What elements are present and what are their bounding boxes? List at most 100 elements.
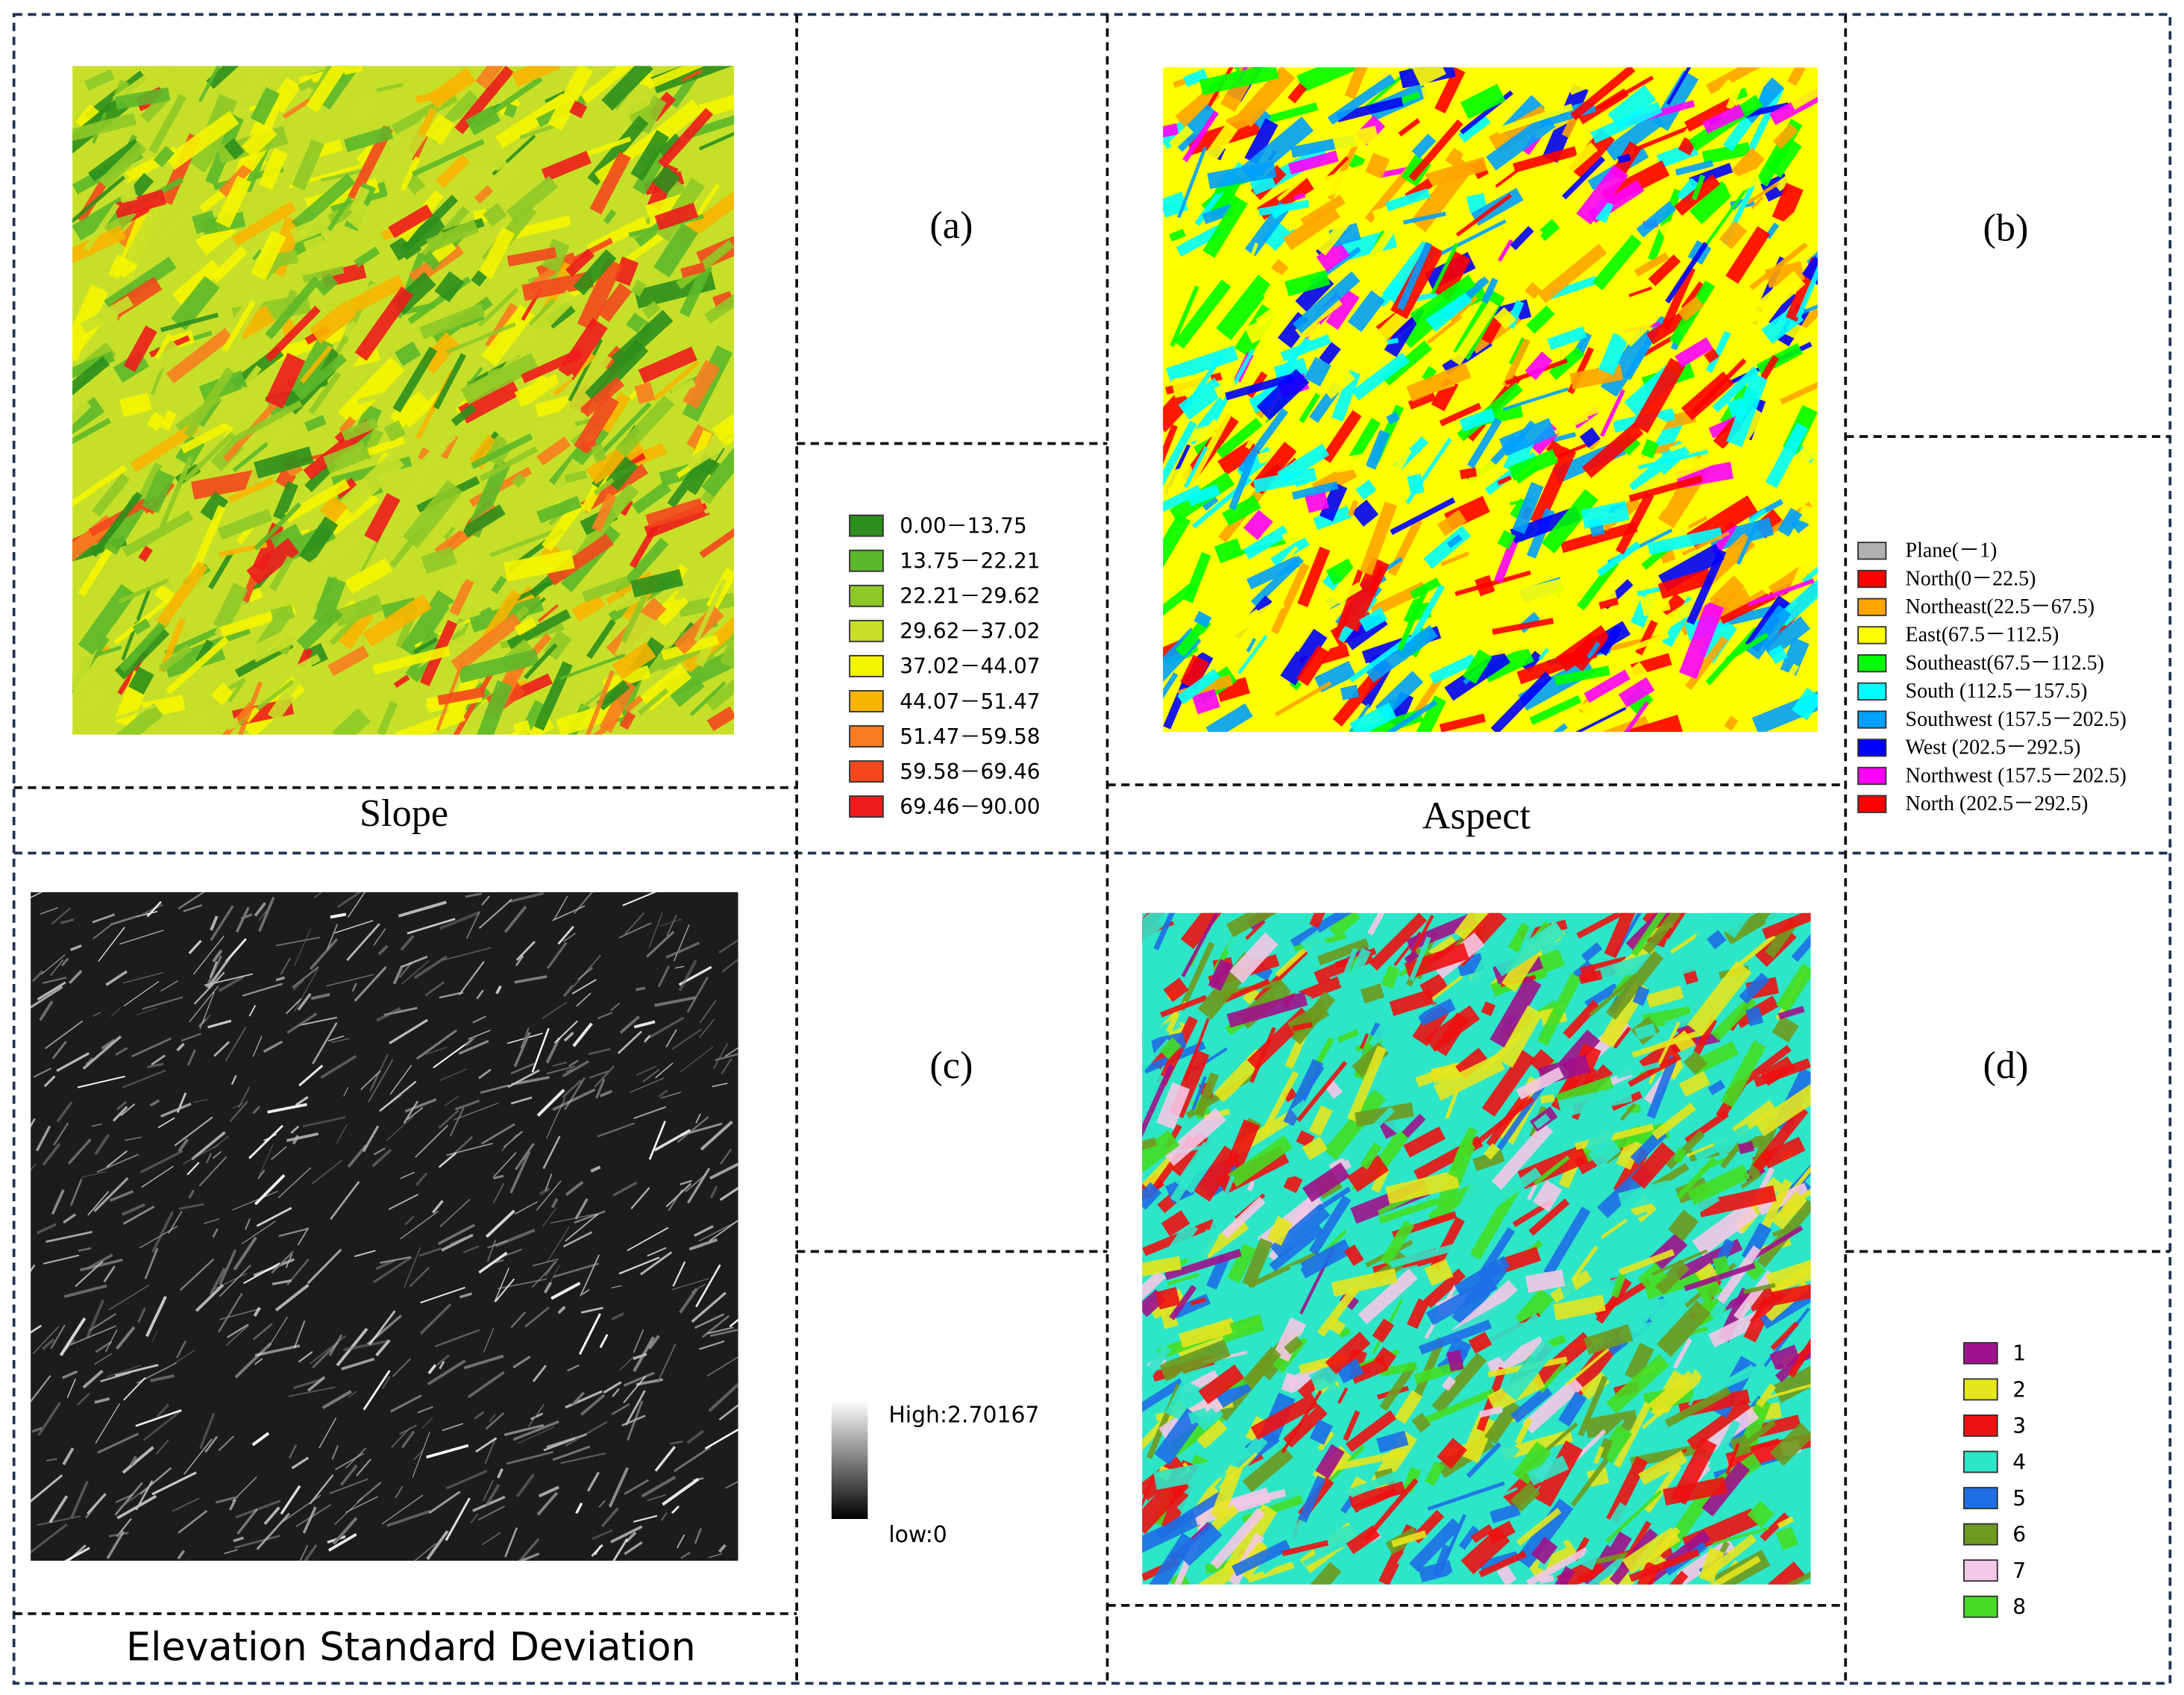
map-texture: [629, 521, 660, 568]
map-texture: [1153, 912, 1187, 950]
map-texture: [1533, 1179, 1563, 1212]
map-texture: [337, 357, 405, 426]
map-texture: [283, 674, 304, 699]
map-texture: [1749, 242, 1808, 290]
map-texture: [43, 977, 67, 984]
map-texture: [1457, 114, 1491, 143]
map-texture: [1424, 1259, 1454, 1286]
map-texture: [168, 1211, 183, 1234]
map-texture: [550, 1198, 559, 1209]
map-texture: [532, 1365, 547, 1382]
map-texture: [1161, 1210, 1190, 1237]
map-texture: [679, 1288, 698, 1314]
map-texture: [624, 912, 645, 935]
map-texture: [617, 1030, 642, 1054]
map-texture: [698, 1219, 738, 1242]
map-texture: [1638, 449, 1709, 470]
map-texture: [691, 1291, 727, 1323]
map-texture: [1647, 527, 1723, 555]
map-texture: [1657, 568, 1713, 599]
map-texture: [390, 1394, 422, 1413]
legend-label: 37.02－44.07: [900, 654, 1040, 679]
map-texture: [1270, 563, 1310, 635]
map-texture: [1325, 1331, 1371, 1375]
map-texture: [151, 1471, 197, 1496]
legend-swatch: [849, 619, 884, 642]
map-texture: [1589, 973, 1639, 1017]
map-texture: [373, 928, 386, 946]
map-texture: [269, 555, 294, 592]
map-texture: [364, 492, 401, 543]
map-texture: [652, 360, 700, 402]
map-texture: [1770, 1422, 1811, 1467]
map-texture: [1481, 278, 1499, 304]
map-texture: [1367, 912, 1389, 936]
map-texture: [528, 1403, 545, 1427]
map-texture: [1707, 930, 1727, 950]
map-texture: [1403, 1127, 1446, 1158]
map-texture: [1704, 348, 1719, 363]
map-texture: [1770, 1321, 1799, 1351]
map-texture: [1340, 1106, 1395, 1162]
map-texture: [1163, 582, 1196, 619]
map-texture: [400, 1171, 415, 1179]
map-texture: [1245, 919, 1266, 940]
map-texture: [1242, 1446, 1293, 1493]
map-texture: [1179, 942, 1215, 1012]
map-texture: [1219, 1314, 1265, 1343]
map-texture: [1243, 510, 1273, 540]
map-texture: [1665, 242, 1709, 304]
legend-swatch: [1963, 1450, 1998, 1473]
map-texture: [1226, 598, 1286, 638]
map-texture: [1569, 634, 1604, 671]
map-texture: [1658, 220, 1679, 243]
map-texture: [1481, 1001, 1496, 1017]
map-texture: [1315, 1444, 1345, 1479]
map-texture: [1618, 1179, 1674, 1212]
map-texture: [88, 1313, 116, 1332]
map-texture: [1194, 1072, 1220, 1118]
map-texture: [37, 1402, 61, 1436]
map-texture: [1747, 1500, 1775, 1528]
map-texture: [1208, 959, 1234, 991]
map-texture: [1309, 582, 1363, 618]
map-texture: [116, 1517, 132, 1538]
map-texture: [90, 491, 142, 557]
map-texture: [672, 1278, 709, 1291]
map-texture: [1283, 1174, 1303, 1194]
map-texture: [1557, 1391, 1587, 1427]
map-texture: [483, 1327, 495, 1353]
map-texture: [378, 471, 429, 539]
map-texture: [420, 1286, 465, 1304]
map-texture: [1237, 242, 1259, 292]
map-texture: [494, 160, 509, 172]
map-texture: [348, 1390, 358, 1398]
map-texture: [1179, 1318, 1233, 1348]
map-texture: [1142, 1378, 1184, 1414]
map-texture: [204, 1218, 220, 1224]
map-texture: [1455, 193, 1513, 237]
map-texture: [1404, 942, 1469, 980]
map-texture: [1510, 225, 1534, 251]
map-texture: [1616, 1137, 1642, 1171]
map-texture: [1331, 1268, 1398, 1297]
map-texture: [289, 213, 333, 243]
map-texture: [1525, 305, 1555, 334]
map-texture: [576, 992, 592, 1007]
map-texture: [411, 139, 485, 177]
map-texture: [706, 1326, 734, 1335]
map-texture: [1561, 156, 1606, 200]
map-texture: [1689, 912, 1728, 959]
map-texture: [434, 271, 465, 303]
map-texture: [1432, 250, 1471, 301]
map-texture: [241, 122, 277, 158]
map-texture: [1547, 326, 1587, 351]
map-texture: [562, 984, 574, 997]
map-texture: [346, 93, 381, 123]
map-texture: [589, 151, 631, 215]
map-texture: [1723, 912, 1778, 945]
map-texture: [619, 1015, 640, 1034]
map-texture: [433, 353, 467, 410]
map-texture: [331, 1445, 339, 1460]
map-texture: [271, 1250, 294, 1274]
